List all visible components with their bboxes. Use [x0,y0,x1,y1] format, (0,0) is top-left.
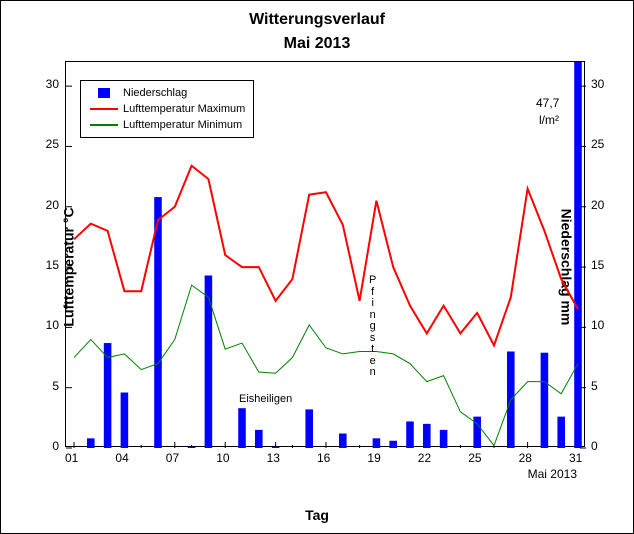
y-tick-label-left: 30 [46,77,59,91]
legend-label: Niederschlag [123,87,187,99]
y-tick-label-right: 30 [591,77,604,91]
y-tick-label-left: 20 [46,198,59,212]
legend-label: Lufttemperatur Maximum [123,103,245,115]
legend-swatch [89,108,119,110]
y-tick-label-left: 10 [46,318,59,332]
annotation: 47,7 [536,96,559,110]
legend-swatch [89,124,119,126]
legend: Niederschlag Lufttemperatur Maximum Luftte… [80,80,254,138]
legend-item: Niederschlag [89,85,245,101]
y-tick-label-left: 5 [52,379,59,393]
x-tick-label: 13 [267,451,280,465]
x-tick-label: 01 [65,451,78,465]
chart-container: Witterungsverlauf Mai 2013 Lufttemperatu… [0,0,634,534]
legend-item: Lufttemperatur Maximum [89,101,245,117]
x-axis-label: Tag [1,507,633,523]
legend-label: Lufttemperatur Minimum [123,119,242,131]
y-tick-label-right: 0 [591,439,598,453]
chart-subtitle: Mai 2013 [1,35,633,53]
x-tick-label: 10 [216,451,229,465]
y-tick-label-right: 15 [591,258,604,272]
x-axis-caption: Mai 2013 [528,467,577,481]
y-tick-label-left: 15 [46,258,59,272]
title-line1: Witterungsverlauf [249,11,385,28]
chart-title: Witterungsverlauf [1,11,633,29]
y-tick-label-right: 25 [591,137,604,151]
annotation: l/m² [539,113,559,127]
y-tick-label-right: 5 [591,379,598,393]
y-tick-label-right: 20 [591,198,604,212]
x-tick-label: 25 [468,451,481,465]
x-tick-label: 07 [166,451,179,465]
x-tick-label: 22 [418,451,431,465]
title-line2: Mai 2013 [284,35,351,52]
x-tick-label: 31 [569,451,582,465]
y-tick-label-left: 25 [46,137,59,151]
x-tick-label: 04 [115,451,128,465]
legend-swatch [89,88,119,98]
x-tick-label: 19 [367,451,380,465]
annotation: Eisheiligen [239,393,292,405]
y-tick-label-left: 0 [52,439,59,453]
annotation: Pfingsten [369,275,376,379]
x-tick-label: 28 [519,451,532,465]
plot-area: Niederschlag Lufttemperatur Maximum Luftte… [65,61,585,447]
legend-item: Lufttemperatur Minimum [89,117,245,133]
y-tick-label-right: 10 [591,318,604,332]
x-tick-label: 16 [317,451,330,465]
